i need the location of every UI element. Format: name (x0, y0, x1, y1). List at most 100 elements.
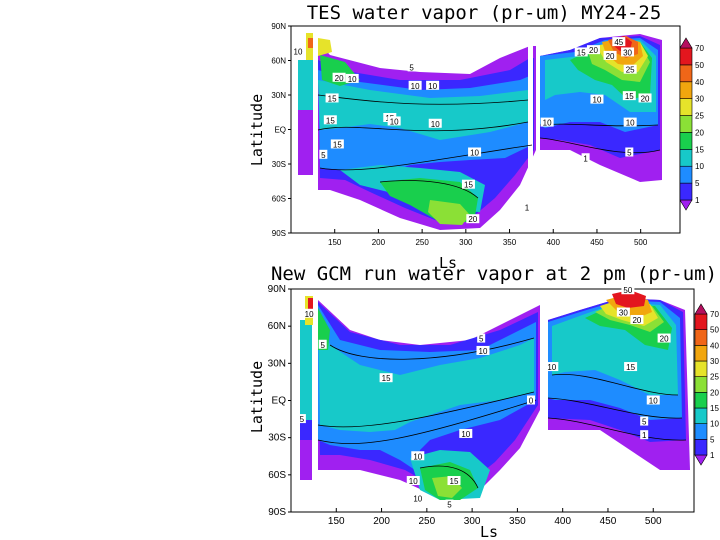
contour-label-bg (332, 72, 346, 82)
panel-2-xlabel: Ls (480, 523, 498, 540)
contour-label-bg (379, 373, 393, 383)
colorbar-level-label: 25 (695, 112, 704, 121)
contour-label-bg (630, 314, 644, 324)
contour-label: 15 (464, 181, 473, 190)
colorbar-segment (679, 132, 693, 150)
colorbar-segment (679, 115, 693, 133)
contour-label: 10 (390, 117, 399, 126)
contour-label: 15 (382, 374, 391, 383)
contour-label: 10 (428, 82, 437, 91)
contour-label: 5 (321, 151, 326, 160)
contour-label-bg (466, 214, 480, 224)
x-tick-label: 150 (328, 516, 345, 527)
y-tick-label: 90N (268, 284, 286, 295)
contour-label-bg (406, 476, 420, 486)
contour-label: 15 (333, 140, 342, 149)
y-tick-label: 30N (268, 358, 286, 369)
y-tick-label: 60N (268, 321, 286, 332)
contour-label-bg (461, 179, 475, 189)
contour-label-bg (616, 307, 630, 317)
x-tick-label: 450 (600, 516, 617, 527)
colorbar-level-label: 40 (710, 341, 719, 350)
contour-label-bg (574, 47, 588, 57)
contour-label: 15 (626, 363, 635, 372)
y-tick-label: 90S (272, 229, 286, 238)
colorbar-segment (694, 407, 708, 424)
contour-label-bg (426, 80, 440, 90)
contour-label-bg (545, 362, 559, 372)
contour-label-bg (590, 94, 604, 104)
contour-label: 20 (335, 74, 344, 83)
x-tick-label: 200 (372, 238, 386, 247)
contour-label: 10 (294, 47, 303, 56)
contour-label-bg (621, 47, 635, 57)
contour-label: 45 (614, 38, 623, 47)
colorbar-level-label: 30 (710, 357, 719, 366)
contour-label-bg (476, 345, 490, 355)
colorbar-level-label: 10 (695, 162, 704, 171)
colorbar-segment (694, 376, 708, 393)
x-tick-label: 500 (645, 516, 662, 527)
x-tick-label: 500 (634, 238, 648, 247)
contour-label: 30 (619, 309, 628, 318)
contour-label: 15 (326, 116, 335, 125)
contour-label-bg (612, 37, 626, 47)
colorbar-level-label: 50 (695, 61, 704, 70)
contour-label: 30 (623, 48, 632, 57)
panel-1-ylabel: Latitude (248, 94, 266, 166)
contour-label-bg (291, 46, 305, 56)
contour-label: 5 (409, 63, 414, 72)
x-tick-label: 350 (509, 516, 526, 527)
contour-label: 10 (479, 347, 488, 356)
x-tick-label: 150 (328, 238, 342, 247)
contour-label-bg (623, 117, 637, 127)
colorbar-level-label: 20 (695, 128, 704, 137)
colorbar-level-label: 1 (710, 451, 715, 460)
contour-label: 10 (461, 430, 470, 439)
colorbar-arrow-low (679, 199, 693, 211)
x-tick-label: 400 (547, 238, 561, 247)
colorbar-segment (679, 98, 693, 116)
contour-label-bg (407, 62, 416, 72)
x-tick-label: 200 (373, 516, 390, 527)
contour-label-bg (581, 153, 590, 163)
contour-label-bg (325, 93, 339, 103)
contour-label-bg (603, 50, 617, 60)
contour-label-bg (540, 117, 554, 127)
y-tick-label: 60S (272, 195, 286, 204)
contour-label-bg (638, 93, 652, 103)
colorbar-level-label: 70 (695, 44, 704, 53)
contour-label: 10 (413, 494, 422, 503)
contour-label-bg (586, 45, 600, 55)
contour-label-bg (411, 451, 425, 461)
panel-2-title: New GCM run water vapor at 2 pm (pr-um) (271, 263, 717, 285)
contour-label-bg (411, 493, 425, 503)
contour-label: 25 (626, 66, 635, 75)
panel-2-field (300, 289, 690, 512)
contour-label-bg (621, 285, 635, 295)
colorbar-segment (679, 47, 693, 66)
colorbar-segment (679, 81, 693, 99)
contour-label: 5 (642, 418, 647, 427)
contour-label: 20 (660, 335, 669, 344)
contour-label-bg (319, 149, 328, 159)
panel-tes: TES water vapor (pr-um) MY24-25 Latitude (248, 2, 704, 272)
contour-label: 5 (300, 415, 305, 424)
y-tick-label: EQ (274, 126, 286, 135)
panel-gcm: New GCM run water vapor at 2 pm (pr-um) … (248, 263, 719, 540)
y-tick-label: 60N (271, 57, 286, 66)
contour-label: 1 (525, 204, 530, 213)
colorbar-level-label: 50 (710, 326, 719, 335)
panel-1-title: TES water vapor (pr-um) MY24-25 (307, 2, 662, 24)
colorbar-segment (694, 439, 708, 456)
x-tick-label: 400 (554, 516, 571, 527)
contour-label-bg (445, 499, 454, 509)
contour-label-bg (624, 362, 638, 372)
contour-label: 10 (348, 75, 357, 84)
contour-label: 5 (447, 501, 452, 510)
x-tick-label: 450 (590, 238, 604, 247)
contour-label: 10 (431, 120, 440, 129)
contour-label: 10 (411, 82, 420, 91)
colorbar-arrow-high (694, 303, 708, 315)
contour-label: 15 (450, 477, 459, 486)
